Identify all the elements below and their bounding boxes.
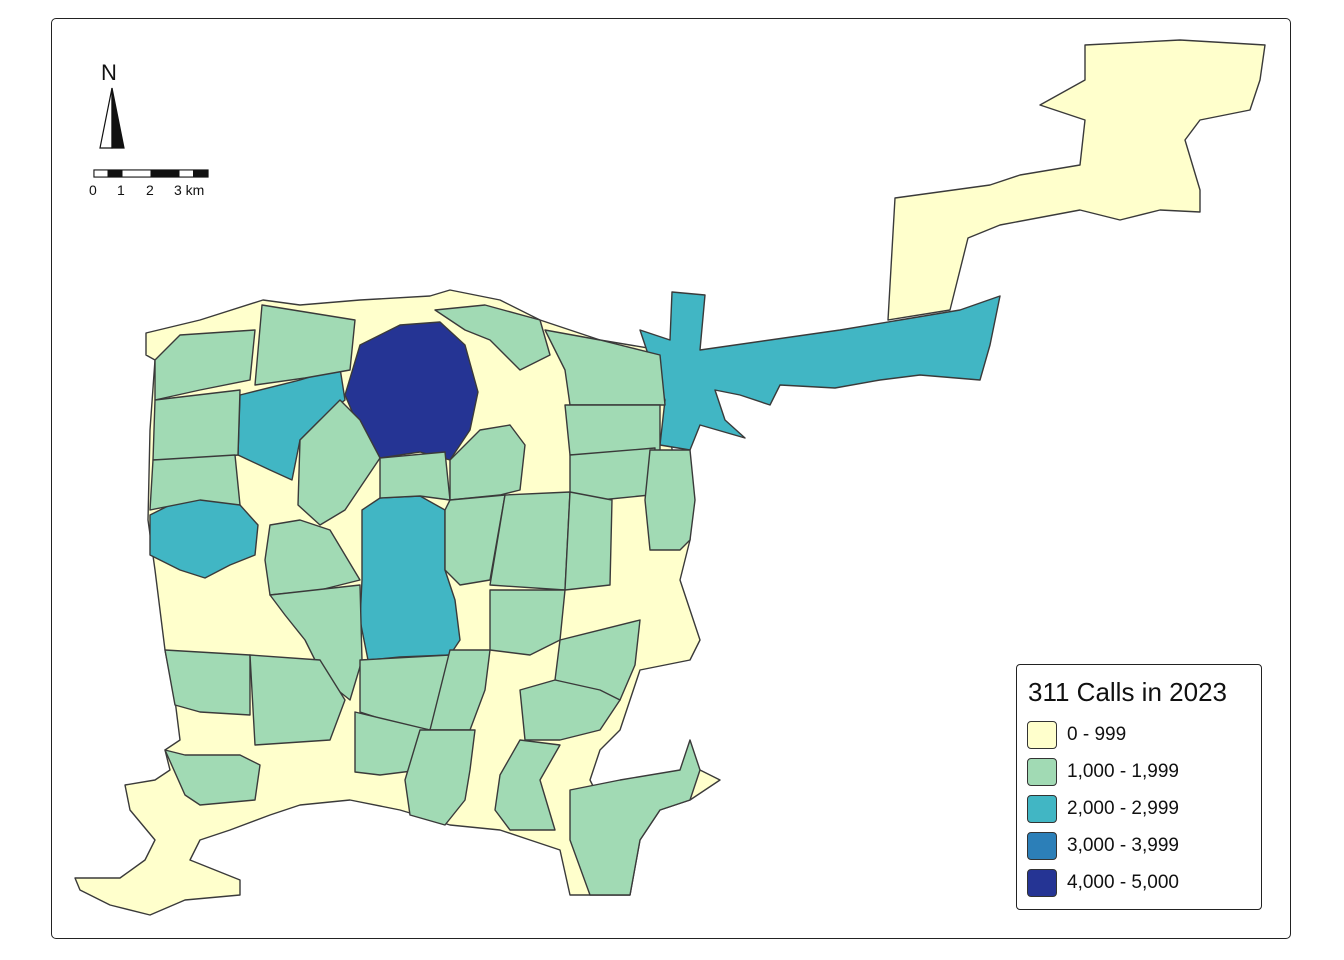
scale-label-1: 1 (117, 182, 125, 198)
legend-swatch (1027, 721, 1057, 749)
map-region[interactable] (254, 304, 356, 386)
map-region[interactable] (489, 589, 566, 656)
map-region[interactable] (564, 491, 613, 591)
north-arrow-label: N (101, 60, 117, 85)
map-region[interactable] (152, 389, 241, 461)
map-region[interactable] (149, 454, 241, 511)
north-arrow-icon (99, 87, 125, 149)
map-frame (51, 18, 1291, 939)
map-region[interactable] (164, 749, 261, 806)
map-region[interactable] (249, 654, 346, 746)
map-region[interactable] (494, 739, 561, 831)
legend-label: 2,000 - 2,999 (1067, 798, 1179, 819)
map-region[interactable] (887, 39, 1266, 321)
legend-label: 3,000 - 3,999 (1067, 835, 1179, 856)
map-legend: 311 Calls in 2023 0 - 999 1,000 - 1,999 … (1016, 664, 1262, 910)
map-region[interactable] (404, 729, 476, 826)
map-region[interactable] (569, 739, 701, 896)
map-region[interactable] (639, 291, 1001, 451)
map-region[interactable] (434, 304, 551, 371)
map-region[interactable] (264, 519, 361, 596)
legend-swatch (1027, 832, 1057, 860)
legend-label: 4,000 - 5,000 (1067, 872, 1179, 893)
scale-label-2: 2 (146, 182, 154, 198)
map-region[interactable] (519, 679, 621, 741)
scale-bar-icon (93, 169, 209, 178)
map-region[interactable] (429, 649, 491, 731)
legend-label: 0 - 999 (1067, 724, 1127, 745)
scale-label-3: 3 km (174, 182, 205, 198)
scale-label-0: 0 (89, 182, 97, 198)
legend-swatch (1027, 795, 1057, 823)
map-region[interactable] (644, 449, 696, 551)
legend-swatch (1027, 869, 1057, 897)
legend-label: 1,000 - 1,999 (1067, 761, 1179, 782)
neighborhood-regions[interactable] (74, 39, 1266, 916)
map-region[interactable] (297, 399, 381, 526)
map-region[interactable] (164, 649, 251, 716)
legend-title: 311 Calls in 2023 (1028, 677, 1227, 707)
map-region[interactable] (569, 447, 656, 501)
legend-swatch (1027, 758, 1057, 786)
map-region[interactable] (564, 404, 661, 456)
map-region[interactable] (379, 451, 451, 501)
